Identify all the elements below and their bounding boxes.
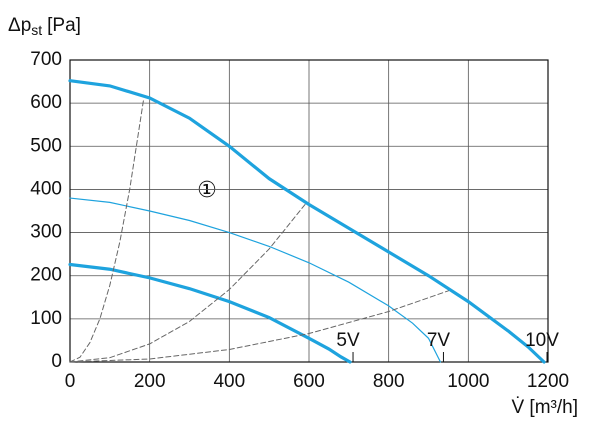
y-tick-label: 0: [51, 351, 62, 372]
y-tick-label: 500: [30, 135, 62, 156]
x-axis-label: V̇ [m³/h]: [511, 397, 578, 418]
x-tick-label: 800: [373, 371, 405, 392]
x-tick-label: 400: [213, 371, 245, 392]
x-tick-label: 1200: [527, 371, 569, 392]
series-label: 10V: [525, 330, 559, 351]
system-curve: [69, 290, 449, 363]
fan-curve: [69, 197, 442, 363]
x-tick-label: 200: [134, 371, 166, 392]
y-tick-label: 300: [30, 222, 62, 243]
y-tick-label: 600: [30, 92, 62, 113]
y-tick-label: 400: [30, 178, 62, 199]
x-tick-label: 600: [293, 371, 325, 392]
y-tick-label: 100: [30, 308, 62, 329]
fan-curve: [68, 79, 546, 364]
y-label-sub: st: [31, 22, 42, 38]
series-label: 5V: [336, 330, 360, 351]
system-curve: [69, 204, 306, 363]
plot-frame: [69, 59, 549, 363]
system-curve: [69, 98, 145, 363]
x-tick-label: 0: [65, 371, 76, 392]
y-axis-label: Δpst [Pa]: [8, 15, 81, 38]
series-label: 7V: [427, 330, 451, 351]
y-tick-label: 200: [30, 265, 62, 286]
y-tick-label: 700: [30, 49, 62, 70]
y-label-main: Δp: [8, 15, 31, 36]
y-label-unit: [Pa]: [47, 15, 81, 36]
fan-curve: [68, 262, 352, 364]
x-tick-label: 1000: [447, 371, 489, 392]
